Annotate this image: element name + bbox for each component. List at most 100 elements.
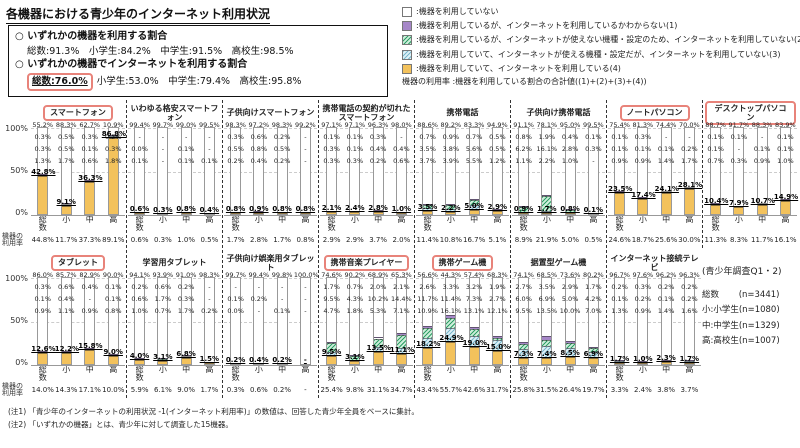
- bar-cell: 99.8% - - 0.1% 0.2%: [271, 272, 294, 365]
- bar-segment-unknown: [446, 204, 456, 206]
- segment-value-label: 96.3%: [367, 121, 389, 129]
- bar-segment-using: [181, 213, 191, 214]
- stacked-bar: [326, 277, 338, 365]
- segment-value-label: 90.2%: [344, 271, 366, 279]
- segment-value-label: 96.7%: [609, 271, 630, 279]
- segment-value-label: 10.9%: [417, 307, 438, 315]
- x-label-row: 総数 小 中 高: [224, 365, 317, 386]
- chart-group: 携帯電話 88.6% 0.7% 3.5% 3.7% 3.5% 89.2% 0.9% 3.8% 3.…: [414, 100, 510, 248]
- bar-segment-unknown: [565, 208, 575, 210]
- segment-value-label: 4.2%: [585, 295, 602, 303]
- bar-column-label: 総数: [38, 215, 47, 233]
- chart-group-title: 携帯電話の契約が切れたスマートフォン: [319, 100, 414, 126]
- bar-cell: 94.9% 0.5% 0.5% 1.2% 2.9%: [486, 122, 509, 215]
- segment-value-label: 1.2%: [489, 157, 506, 165]
- segment-value-label: 10.0%: [559, 307, 581, 315]
- bar-segment-unknown: [108, 354, 118, 356]
- segment-value-label: 73.6%: [559, 271, 581, 279]
- bar-cell: 81.3% 0.3% 0.1% 0.9% 17.4%: [631, 122, 656, 215]
- stacked-bar: [541, 127, 553, 215]
- usage-rate-value: 3.7%: [369, 236, 388, 244]
- segment-value-label: 0.3%: [634, 133, 652, 141]
- internet-use-value-label: 0.1%: [583, 205, 604, 214]
- bar-segment-using: [38, 176, 48, 214]
- stacked-bar: [422, 127, 434, 215]
- segment-value-label: 0.1%: [611, 145, 628, 153]
- internet-use-value-label: 0.4%: [199, 205, 220, 214]
- bar-segment-using: [780, 200, 790, 214]
- bar-segment-cannot-use: [492, 337, 502, 341]
- segment-value-label: 0.1%: [585, 133, 602, 141]
- gridline-100: [416, 128, 509, 129]
- bar-segment-using: [423, 347, 433, 364]
- legend-swatch-not-used: [402, 49, 412, 60]
- bar-segment-unknown: [638, 361, 648, 363]
- bar-segment-cannot-use: [519, 343, 529, 350]
- segment-value-label: -: [208, 145, 211, 153]
- stacked-bar: [60, 127, 72, 215]
- bar-segment-not-used: [638, 362, 648, 364]
- summary-box: ○ いずれかの機器を利用する割合 総数:91.3% 小学生:84.2% 中学生:…: [8, 25, 388, 97]
- bar-segment-not-used: [615, 361, 625, 363]
- segment-value-label: 88.6%: [417, 121, 438, 129]
- internet-use-value-label: 10.4%: [704, 196, 729, 205]
- bar-column-label: 総数: [135, 365, 144, 383]
- bar-cell: 98.3% - - 0.2% 1.5%: [198, 272, 221, 365]
- bar-column-label: 小: [62, 365, 71, 374]
- segment-value-label: 0.1%: [34, 295, 51, 303]
- usage-rate-value: 31.1%: [367, 386, 390, 394]
- chart-plot: 56.6% 2.6% 11.7% 10.9% 18.2% 44.3% 3.3% 11.4% 16…: [416, 272, 510, 366]
- stacked-bar: [683, 127, 695, 215]
- usage-rate-value: 2.9%: [322, 236, 341, 244]
- segment-value-label: 0.9%: [634, 157, 652, 165]
- bar-segment-not-used: [350, 359, 360, 362]
- internet-use-value-label: 23.5%: [608, 185, 633, 194]
- bar-segment-using: [327, 355, 337, 364]
- segment-value-label: 0.3%: [177, 295, 195, 303]
- bar-column-label: 総数: [231, 365, 240, 383]
- bar-segment-not-used: [542, 345, 552, 358]
- segment-value-label: 74.1%: [513, 271, 534, 279]
- bar-segment-using: [519, 213, 529, 214]
- segment-value-label: 0.1%: [273, 307, 291, 315]
- stacked-bar: [84, 127, 96, 215]
- bar-segment-using: [108, 356, 118, 364]
- bar-segment-cannot-use: [446, 317, 456, 328]
- bar-column-label: 総数: [615, 215, 624, 233]
- bar-column-label: 総数: [423, 365, 432, 383]
- bar-segment-cannot-use: [588, 348, 598, 352]
- segment-value-label: 0.6%: [131, 295, 148, 303]
- segment-value-label: 99.0%: [175, 121, 197, 129]
- segment-value-label: 95.0%: [559, 121, 581, 129]
- bar-column-label: 小: [542, 215, 551, 224]
- internet-use-value-label: 2.4%: [345, 203, 365, 212]
- usage-rate-value: 25.4%: [320, 386, 343, 394]
- bar-segment-using: [565, 356, 575, 364]
- segment-value-label: 98.3%: [225, 121, 246, 129]
- bar-segment-not-used: [492, 210, 502, 212]
- bar-segment-unknown: [396, 333, 406, 336]
- internet-use-value-label: 6.8%: [176, 350, 196, 359]
- segment-value-label: 91.0%: [175, 271, 197, 279]
- bar-cell: 96.2% 0.2% 0.1% 1.4% 2.3%: [655, 272, 678, 365]
- segment-value-label: 3.7%: [419, 157, 436, 165]
- chart-title-text: インターネット接続テレビ: [610, 253, 699, 272]
- x-label-row: 総数 小 中 高: [512, 365, 605, 386]
- x-label-row: 総数 小 中 高: [608, 215, 701, 236]
- internet-use-value-label: 0.8%: [176, 205, 196, 214]
- bar-segment-not-used: [181, 356, 191, 359]
- bar-column-label: 小: [254, 365, 263, 374]
- gridline-50: [512, 322, 605, 323]
- chart-title-highlight-box: スマートフォン: [43, 105, 113, 121]
- internet-use-value-label: 0.2%: [272, 355, 292, 364]
- bar-segment-not-used: [638, 197, 648, 199]
- chart-group-title: デスクトップパソコン: [703, 100, 798, 126]
- bar-cell: 99.0% - 0.1% 0.1% 0.8%: [175, 122, 198, 215]
- usage-rate-value: 10.8%: [439, 236, 462, 244]
- segment-value-label: 81.3%: [632, 121, 654, 129]
- x-label-row: 総数 小 中 高: [31, 365, 125, 386]
- bar-cell: 95.0% 0.4% 2.8% 1.0% 0.8%: [559, 122, 582, 215]
- bar-cell: 74.6% 1.7% 9.5% 4.7% 9.5%: [320, 272, 343, 365]
- bar-segment-unknown: [135, 358, 145, 360]
- bar-cell: 57.4% 3.2% 7.3% 13.1% 19.0%: [463, 272, 487, 365]
